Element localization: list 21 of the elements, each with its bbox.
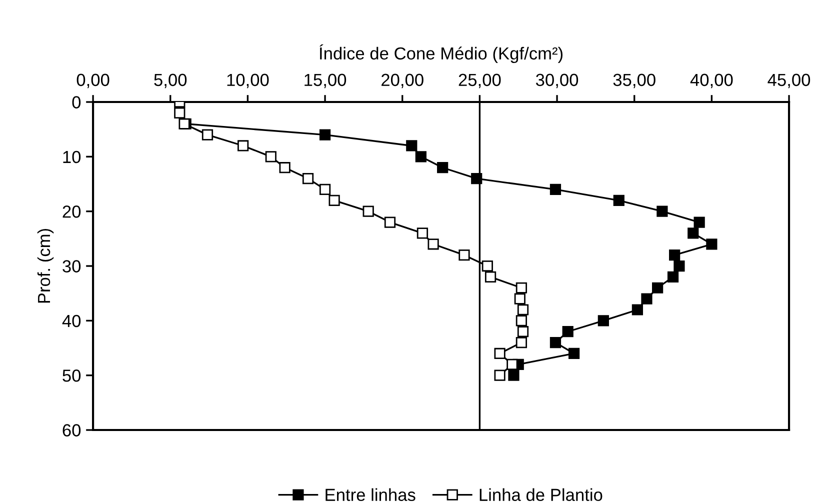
- x-tick-label: 40,00: [690, 74, 733, 88]
- x-tick-label: 5,00: [154, 74, 187, 88]
- y-tick-label: 10: [63, 150, 81, 164]
- x-tick-label: 0,00: [76, 74, 110, 88]
- x-tick-label: 15,00: [304, 74, 346, 88]
- y-tick-label: 60: [62, 424, 81, 436]
- y-tick-label: 20: [62, 206, 81, 218]
- x-tick-label: 35,00: [613, 74, 656, 88]
- y-tick-label: 0: [72, 96, 81, 108]
- x-axis-title: Índice de Cone Médio (Kgf/cm²): [320, 44, 563, 64]
- legend-label: Linha de Plantio: [480, 488, 602, 502]
- x-tick-label: 45,00: [768, 74, 810, 88]
- y-tick-label: 50: [62, 370, 81, 382]
- legend-label: Entre linhas: [326, 488, 416, 502]
- x-tick-label: 10,00: [227, 74, 269, 88]
- y-tick-label: 40: [62, 314, 81, 328]
- x-tick-label: 30,00: [536, 74, 578, 88]
- y-tick-label: 30: [62, 260, 81, 272]
- x-tick-label: 20,00: [382, 74, 424, 88]
- y-axis-title: Prof. (cm): [37, 228, 54, 303]
- x-tick-label: 25,00: [458, 74, 501, 88]
